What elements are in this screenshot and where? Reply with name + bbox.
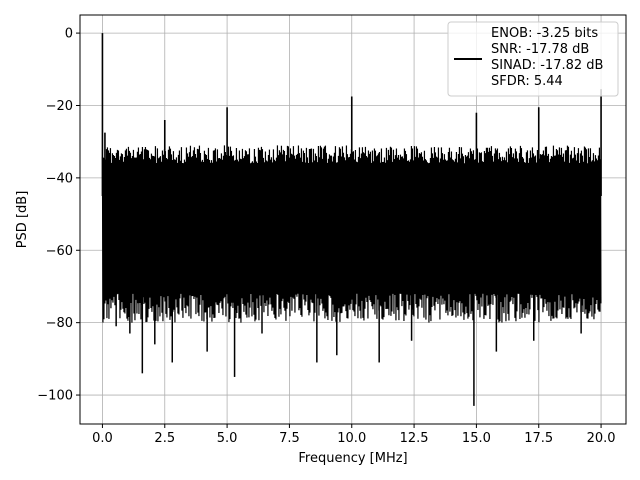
y-tick-label: −60 — [46, 244, 73, 259]
legend-box — [447, 21, 619, 97]
legend-entry-sfdr: SFDR: 5.44 — [491, 74, 563, 89]
legend-entry-enob: ENOB: -3.25 bits — [491, 26, 598, 41]
y-axis-label: PSD [dB] — [15, 191, 30, 249]
y-tick-label: −40 — [46, 171, 73, 186]
y-tick-label: 0 — [65, 27, 73, 42]
x-tick-label: 10.0 — [337, 431, 366, 446]
x-tick-label: 0.0 — [92, 431, 113, 446]
y-tick-label: −80 — [46, 316, 73, 331]
x-tick-label: 20.0 — [587, 431, 616, 446]
noise-floor-trace — [101, 145, 602, 323]
psd-trace — [101, 33, 602, 406]
y-axis-ticks: 0 −20 −40 −60 −80 −100 — [37, 27, 80, 404]
x-axis-ticks: 0.0 2.5 5.0 7.5 10.0 12.5 15.0 17.5 20.0 — [92, 424, 616, 446]
x-tick-label: 5.0 — [217, 431, 238, 446]
y-tick-label: −100 — [37, 389, 73, 404]
x-axis-label: Frequency [MHz] — [298, 451, 407, 466]
x-tick-label: 17.5 — [524, 431, 553, 446]
x-tick-label: 7.5 — [279, 431, 300, 446]
x-tick-label: 2.5 — [154, 431, 175, 446]
x-tick-label: 15.0 — [462, 431, 491, 446]
x-tick-label: 12.5 — [400, 431, 429, 446]
plot-frame — [79, 14, 627, 425]
y-tick-label: −20 — [46, 99, 73, 114]
legend-entry-sinad: SINAD: -17.82 dB — [491, 58, 603, 73]
legend: ENOB: -3.25 bits SNR: -17.78 dB SINAD: -… — [447, 21, 619, 97]
legend-entry-snr: SNR: -17.78 dB — [491, 42, 589, 57]
